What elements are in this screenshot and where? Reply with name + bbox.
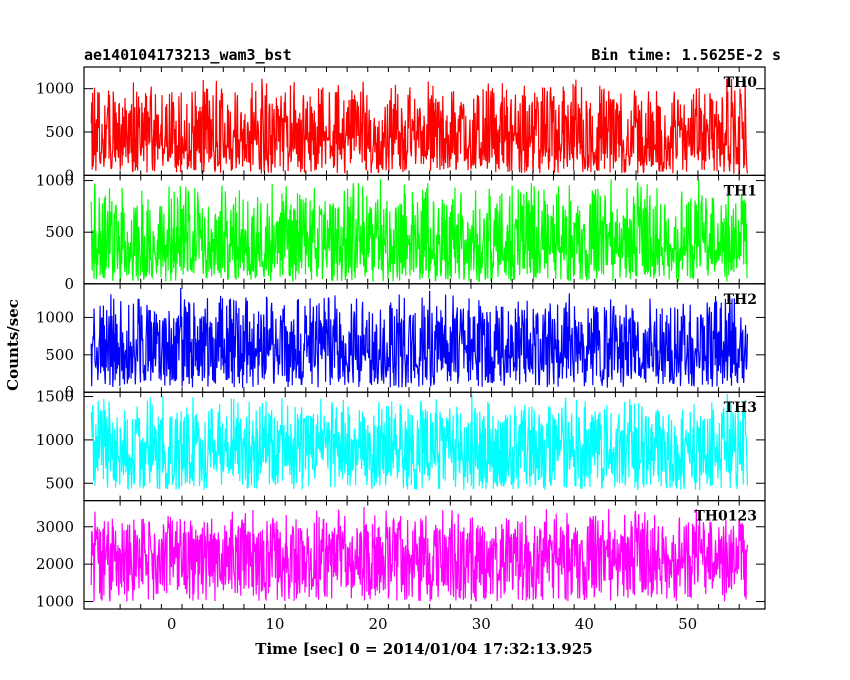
panel-th0123: 1000 2000 3000 TH0123 <box>36 500 766 611</box>
panel-label-th0: TH0 <box>724 75 758 91</box>
panels-group: 0 500 1000 TH0 0 500 1000 TH1 0 500 1000 TH2 500 1000… <box>36 66 766 611</box>
panel-th1: 0 500 1000 TH1 <box>36 172 766 293</box>
chart-title: ae140104173213_wam3_bst <box>84 46 292 64</box>
x-tick-label: 0 <box>167 615 177 633</box>
series-th1 <box>90 179 749 282</box>
series-th3 <box>90 393 749 491</box>
y-tick-label-th3: 1000 <box>36 431 74 449</box>
x-tick-label: 30 <box>472 615 491 633</box>
y-tick-label-th1: 0 <box>64 275 74 293</box>
y-tick-label-th0123: 3000 <box>36 518 74 536</box>
panel-th0: 0 500 1000 TH0 <box>36 66 766 184</box>
y-tick-label-th2: 1000 <box>36 308 74 326</box>
panel-label-th1: TH1 <box>724 183 757 199</box>
y-tick-label-th0: 0 <box>64 166 74 184</box>
y-tick-label-th0: 500 <box>45 123 74 141</box>
series-th0123 <box>90 506 749 602</box>
y-tick-label-th0: 1000 <box>36 80 74 98</box>
chart-subtitle: Bin time: 1.5625E-2 s <box>591 46 781 64</box>
panel-label-th0123: TH0123 <box>694 509 757 525</box>
panel-frame-th0123 <box>83 500 766 610</box>
y-tick-label-th2: 0 <box>64 383 74 401</box>
x-tick-label: 10 <box>265 615 284 633</box>
x-tick-label: 40 <box>575 615 594 633</box>
panel-th2: 0 500 1000 TH2 <box>36 283 766 401</box>
series-th0 <box>90 78 749 175</box>
y-tick-label-th2: 500 <box>45 346 74 364</box>
y-tick-label-th1: 1000 <box>36 172 74 190</box>
y-tick-label-th1: 500 <box>45 223 74 241</box>
x-tick-label: 50 <box>678 615 697 633</box>
x-tick-label: 20 <box>369 615 388 633</box>
y-tick-label-th0123: 1000 <box>36 593 74 611</box>
x-tick-labels: 0 10 20 30 40 50 <box>167 615 697 633</box>
panel-label-th2: TH2 <box>724 292 757 308</box>
y-tick-label-th3: 1500 <box>36 388 74 406</box>
x-axis-label: Time [sec] 0 = 2014/01/04 17:32:13.925 <box>255 640 592 658</box>
panel-th3: 500 1000 1500 TH3 <box>36 388 766 502</box>
series-th2 <box>90 288 749 388</box>
panel-label-th3: TH3 <box>724 400 757 416</box>
y-axis-label: Counts/sec <box>4 299 22 391</box>
y-tick-label-th3: 500 <box>45 474 74 492</box>
y-tick-label-th0123: 2000 <box>36 555 74 573</box>
